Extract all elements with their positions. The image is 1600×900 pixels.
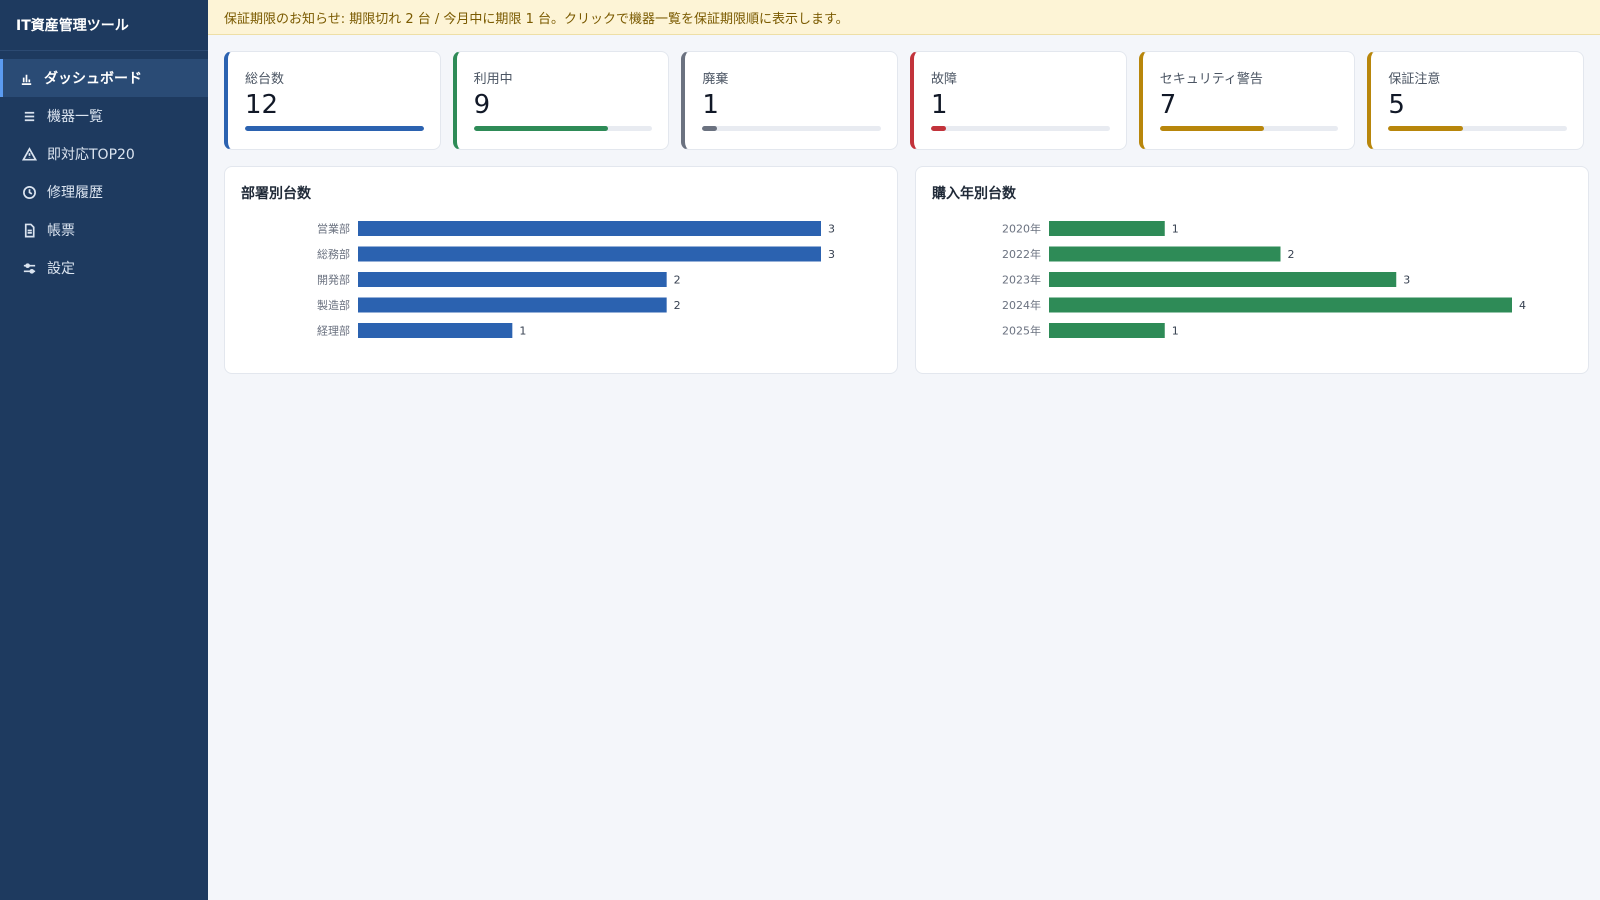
sidebar-item-3[interactable]: 修理履歴 (0, 173, 208, 211)
purchase-year-bar-chart: 2020年 1 2022年 2 2023年 3 2024年 4 2025年 1 (1002, 221, 1526, 338)
stat-value: 5 (1388, 90, 1405, 120)
chart-title: 部署別台数 (241, 186, 311, 202)
sidebar-item-label: ダッシュボード (44, 71, 142, 87)
sidebar-item-label: 即対応TOP20 (47, 147, 135, 163)
stat-progress-fill (245, 125, 424, 131)
sidebar-item-1[interactable]: 機器一覧 (0, 97, 208, 135)
stat-progress-fill (931, 125, 946, 131)
category-label: 2025年 (1002, 324, 1041, 338)
broken-card[interactable]: 故障 1 (910, 51, 1127, 150)
sidebar-item-2[interactable]: 即対応TOP20 (0, 135, 208, 173)
bar[interactable] (1049, 221, 1165, 236)
sidebar-item-0[interactable]: ダッシュボード (0, 59, 208, 97)
clock-icon (21, 184, 37, 200)
stat-label: 廃棄 (702, 72, 729, 87)
bar[interactable] (358, 246, 821, 262)
document-icon (21, 222, 37, 238)
warranty-caution-card[interactable]: 保証注意 5 (1367, 51, 1585, 150)
stat-progress-track (473, 125, 653, 131)
value-label: 1 (1172, 223, 1179, 236)
category-label: 2022年 (1002, 247, 1041, 261)
value-label: 2 (674, 299, 681, 312)
stat-value: 1 (931, 90, 948, 120)
bar[interactable] (358, 323, 513, 338)
app-title: IT資産管理ツール (0, 0, 208, 51)
category-label: 開発部 (317, 273, 350, 287)
category-label: 製造部 (317, 298, 350, 312)
value-label: 3 (828, 223, 835, 236)
value-label: 4 (1519, 299, 1526, 312)
sidebar-item-label: 帳票 (47, 223, 75, 239)
stat-progress-track (1159, 125, 1339, 131)
stat-label: 故障 (931, 72, 958, 87)
chart-title: 購入年別台数 (932, 186, 1016, 202)
stat-progress-track (702, 125, 882, 131)
bar[interactable] (1049, 323, 1165, 338)
sidebar-item-label: 修理履歴 (47, 185, 103, 201)
stat-progress-fill (1159, 125, 1264, 131)
stat-progress-track (245, 125, 424, 131)
stat-progress-fill (473, 125, 608, 131)
value-label: 2 (1288, 248, 1295, 261)
stat-value: 12 (245, 90, 279, 120)
category-label: 経理部 (317, 324, 350, 338)
bar[interactable] (358, 272, 667, 287)
warranty-notice-banner[interactable]: 保証期限のお知らせ: 期限切れ 2 台 / 今月中に期限 1 台。クリックで機器… (208, 0, 1600, 35)
value-label: 1 (1172, 325, 1179, 338)
category-label: 2023年 (1002, 273, 1041, 287)
total-count-card[interactable]: 総台数 12 (224, 51, 441, 150)
warning-icon (21, 146, 37, 162)
stat-progress-fill (702, 125, 718, 131)
bar[interactable] (358, 297, 667, 313)
stat-cards: 総台数 12 利用中 9 廃棄 1 故障 1 セキュリティ警告 7 保証注意 5 (224, 51, 1585, 150)
value-label: 1 (519, 325, 526, 338)
disposed-card[interactable]: 廃棄 1 (681, 51, 899, 150)
stat-label: 利用中 (473, 72, 513, 87)
stat-value: 7 (1159, 90, 1177, 120)
bar[interactable] (1049, 246, 1281, 262)
category-label: 総務部 (317, 247, 350, 261)
stat-progress-fill (1388, 125, 1463, 131)
stat-label: 保証注意 (1388, 72, 1441, 87)
list-icon (21, 108, 37, 124)
department-chart-card: 部署別台数 営業部 3 総務部 3 開発部 2 製造部 2 経理部 1 (224, 166, 898, 374)
category-label: 2020年 (1002, 222, 1041, 236)
category-label: 2024年 (1002, 298, 1041, 312)
stat-label: セキュリティ警告 (1159, 72, 1263, 87)
purchase-year-chart-card: 購入年別台数 2020年 1 2022年 2 2023年 3 2024年 4 2025年 1 (915, 166, 1589, 374)
sidebar-item-label: 機器一覧 (47, 109, 103, 125)
sidebar-item-4[interactable]: 帳票 (0, 211, 208, 249)
stat-progress-track (1388, 125, 1568, 131)
department-bar-chart: 営業部 3 総務部 3 開発部 2 製造部 2 経理部 1 (317, 221, 835, 338)
sidebar-item-label: 設定 (47, 261, 75, 277)
bar[interactable] (1049, 297, 1512, 313)
stat-value: 1 (702, 90, 719, 120)
sidebar-item-5[interactable]: 設定 (0, 249, 208, 287)
value-label: 3 (1403, 274, 1410, 287)
main-content: 保証期限のお知らせ: 期限切れ 2 台 / 今月中に期限 1 台。クリックで機器… (208, 0, 1600, 900)
value-label: 3 (828, 248, 835, 261)
bar[interactable] (358, 221, 821, 236)
in-use-card[interactable]: 利用中 9 (452, 51, 670, 150)
security-warning-card[interactable]: セキュリティ警告 7 (1138, 51, 1356, 150)
sliders-icon (21, 260, 37, 276)
stat-progress-track (931, 125, 1110, 131)
stat-value: 9 (473, 90, 491, 120)
sidebar-nav: ダッシュボード 機器一覧即対応TOP20 修理履歴帳票設定 (0, 59, 208, 287)
bar[interactable] (1049, 272, 1397, 287)
sidebar: IT資産管理ツール ダッシュボード 機器一覧即対応TOP20 修理履歴帳票設定 (0, 0, 208, 900)
stat-label: 総台数 (245, 72, 285, 87)
category-label: 営業部 (317, 222, 350, 236)
value-label: 2 (674, 274, 681, 287)
bar-chart-icon (18, 70, 34, 86)
charts-row: 部署別台数 営業部 3 総務部 3 開発部 2 製造部 2 経理部 1 購入年別台数 2020年 1… (224, 166, 1589, 374)
